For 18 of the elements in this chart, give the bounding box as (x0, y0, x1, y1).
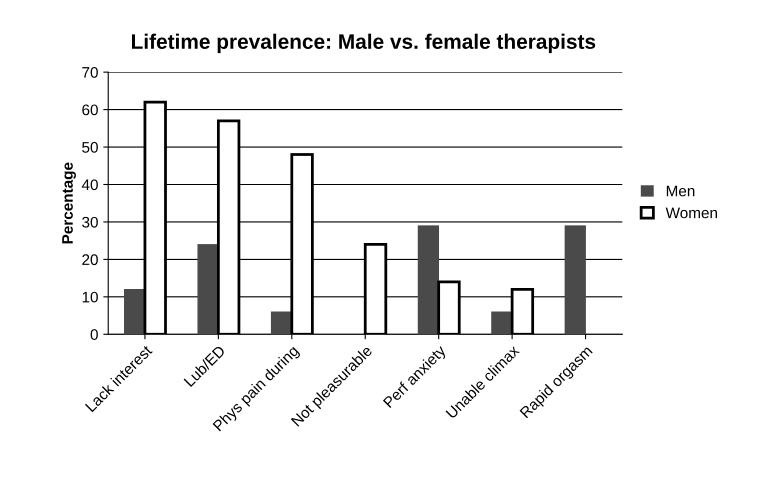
bar (491, 311, 512, 334)
bar (564, 225, 586, 334)
y-tick-label: 10 (82, 292, 98, 303)
bar (418, 225, 440, 334)
bar (270, 311, 292, 334)
legend-label: Women (666, 208, 717, 218)
y-tick-label: 20 (82, 254, 98, 266)
y-tick-label: 70 (82, 67, 98, 78)
y-tick-label: 0 (90, 329, 98, 340)
y-tick-label: 60 (82, 104, 98, 116)
y-tick-label: 40 (82, 179, 98, 190)
y-tick-label: 50 (82, 142, 98, 153)
chart-title: Lifetime prevalence: Male vs. female therapists (132, 34, 596, 54)
bar (124, 289, 146, 334)
bar (197, 244, 219, 334)
legend-label: Men (666, 186, 694, 196)
y-tick-label: 30 (82, 216, 98, 228)
y-axis-title: Percentage (62, 162, 76, 244)
